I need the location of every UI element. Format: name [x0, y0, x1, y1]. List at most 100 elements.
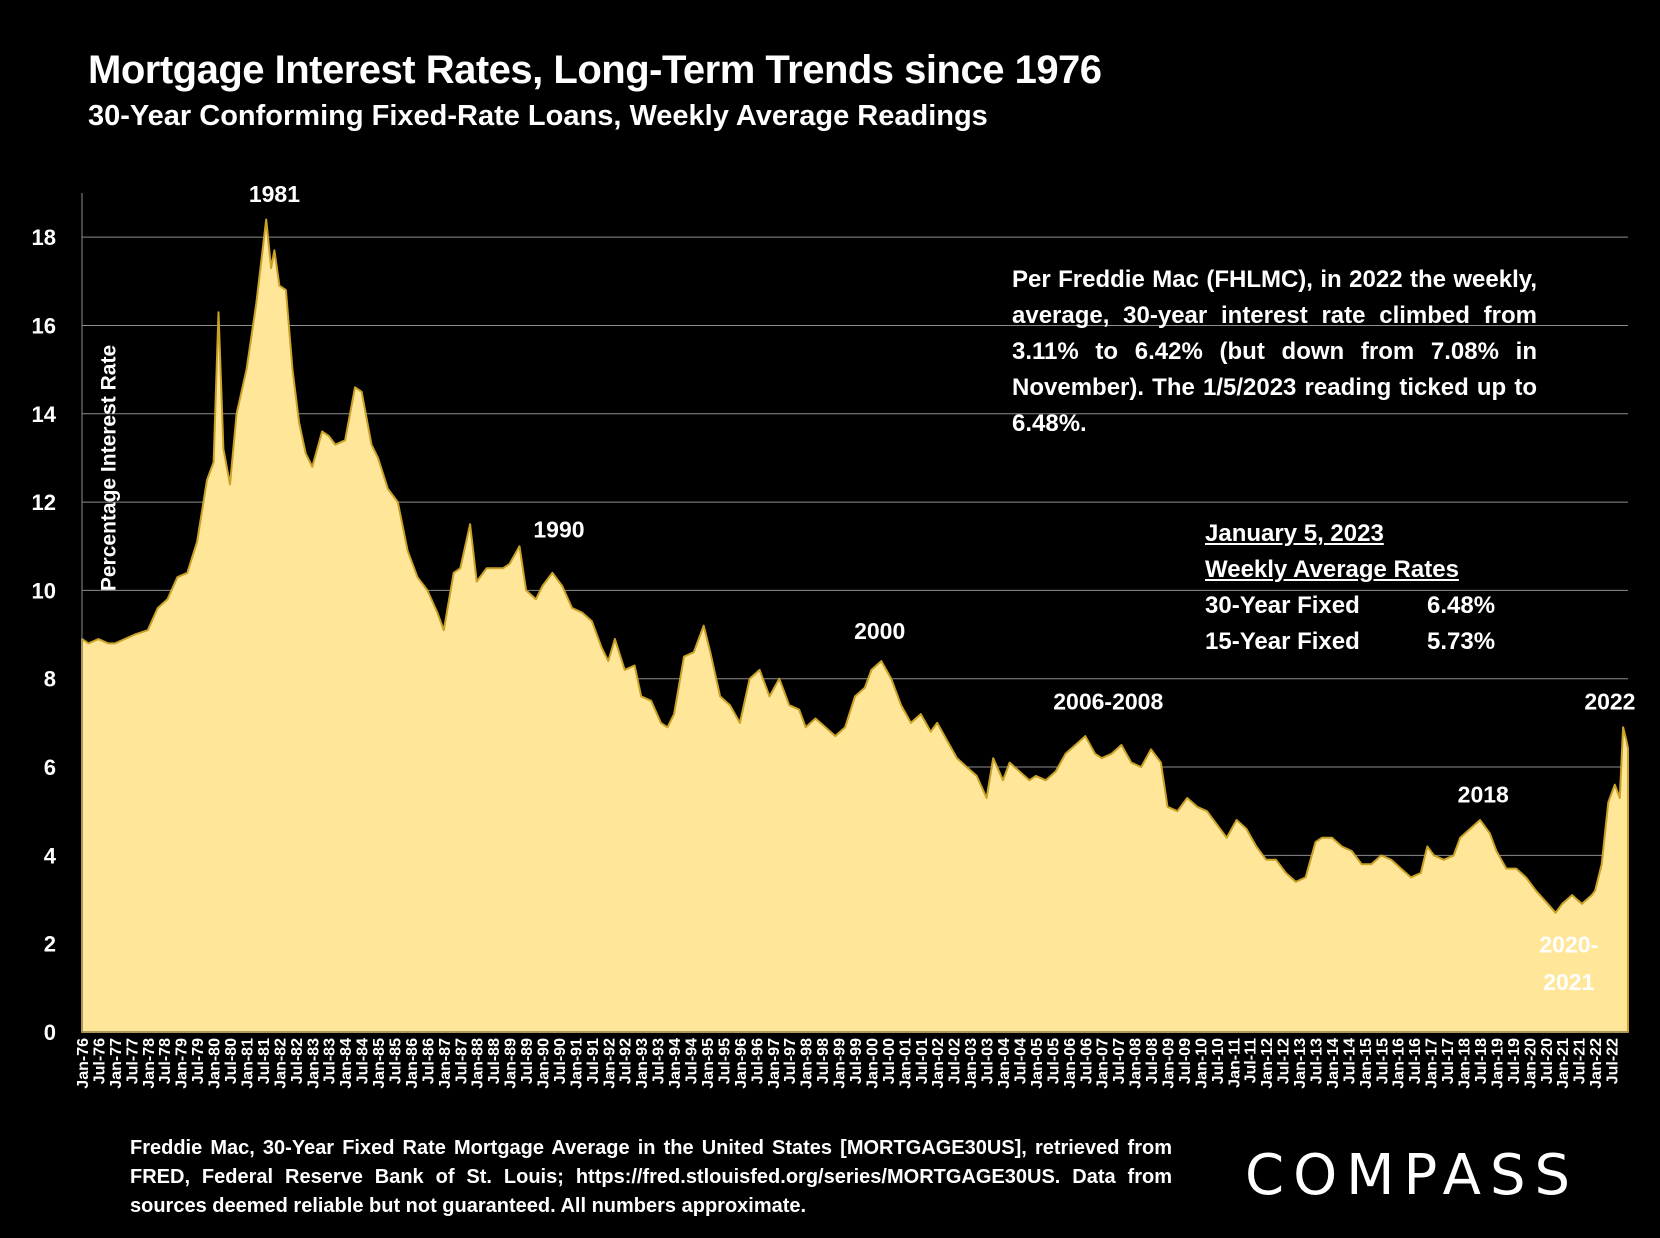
x-tick-label: Jan-07 [1095, 1038, 1112, 1089]
x-tick-label: Jul-78 [157, 1038, 174, 1084]
x-tick-label: Jan-14 [1325, 1038, 1342, 1089]
x-tick-label: Jan-22 [1588, 1038, 1605, 1089]
x-tick-label: Jul-88 [486, 1038, 503, 1084]
x-tick-label: Jan-88 [470, 1038, 487, 1089]
annotation-label: 2021 [1543, 969, 1594, 995]
x-tick-label: Jul-00 [881, 1038, 898, 1084]
x-tick-label: Jul-21 [1572, 1038, 1589, 1084]
x-tick-label: Jan-03 [963, 1038, 980, 1089]
x-tick-label: Jul-95 [716, 1038, 733, 1084]
rates-date: January 5, 2023 [1205, 520, 1384, 547]
x-tick-label: Jul-19 [1506, 1038, 1523, 1084]
x-tick-label: Jan-85 [371, 1038, 388, 1089]
annotation-label: 2006-2008 [1053, 689, 1163, 715]
x-tick-label: Jul-97 [782, 1038, 799, 1084]
rate-label: 15-Year Fixed [1205, 628, 1360, 655]
x-tick-label: Jul-98 [815, 1038, 832, 1084]
x-tick-label: Jan-82 [272, 1038, 289, 1089]
x-tick-label: Jul-85 [387, 1038, 404, 1084]
annotation-label: 2020- [1539, 932, 1598, 958]
x-tick-label: Jul-07 [1111, 1038, 1128, 1084]
x-tick-label: Jul-89 [519, 1038, 536, 1084]
x-tick-label: Jul-15 [1374, 1038, 1391, 1084]
x-tick-label: Jan-09 [1160, 1038, 1177, 1089]
x-tick-label: Jul-05 [1045, 1038, 1062, 1084]
x-tick-label: Jul-99 [848, 1038, 865, 1084]
x-tick-label: Jan-83 [305, 1038, 322, 1089]
x-tick-label: Jan-80 [207, 1038, 224, 1089]
x-tick-label: Jan-21 [1555, 1038, 1572, 1089]
x-tick-label: Jul-16 [1407, 1038, 1424, 1084]
x-tick-label: Jul-92 [618, 1038, 635, 1084]
x-tick-label: Jan-19 [1489, 1038, 1506, 1089]
source-note: Freddie Mac, 30-Year Fixed Rate Mortgage… [130, 1137, 1172, 1217]
rates-heading: Weekly Average Rates [1205, 556, 1459, 583]
annotation-label: 2000 [854, 618, 905, 644]
x-tick-label: Jul-87 [453, 1038, 470, 1084]
rates-box: January 5, 2023 Weekly Average Rates 30-… [1205, 520, 1495, 664]
annotations: 1981 1990 2000 2006-2008 2018 2020- 2021 2022 [249, 181, 1636, 995]
rate-value: 6.48% [1427, 592, 1496, 619]
compass-logo: COMPASS [1245, 1143, 1580, 1208]
x-tick-label: Jul-01 [914, 1038, 931, 1084]
x-tick-label: Jan-81 [239, 1038, 256, 1089]
x-tick-label: Jan-99 [832, 1038, 849, 1089]
x-tick-label: Jan-01 [897, 1038, 914, 1089]
x-tick-label: Jan-16 [1391, 1038, 1408, 1089]
x-tick-label: Jan-86 [404, 1038, 421, 1089]
y-axis-label: Percentage Interest Rate [98, 345, 121, 591]
rate-note: Per Freddie Mac (FHLMC), in 2022 the wee… [1012, 266, 1537, 437]
x-tick-label: Jan-10 [1193, 1038, 1210, 1089]
x-tick-label: Jan-18 [1457, 1038, 1474, 1089]
x-tick-label: Jan-11 [1226, 1038, 1243, 1088]
chart-subtitle: 30-Year Conforming Fixed-Rate Loans, Wee… [88, 100, 988, 132]
x-tick-label: Jan-95 [700, 1038, 717, 1089]
x-tick-label: Jan-12 [1259, 1038, 1276, 1089]
x-tick-label: Jan-97 [766, 1038, 783, 1089]
area-series [81, 218, 1629, 1033]
x-tick-label: Jul-02 [947, 1038, 964, 1084]
x-tick-label: Jan-96 [733, 1038, 750, 1089]
x-tick-label: Jul-79 [190, 1038, 207, 1084]
x-tick-label: Jan-08 [1128, 1038, 1145, 1089]
annotation-label: 1981 [249, 181, 300, 207]
annotation-label: 2018 [1458, 781, 1509, 807]
x-tick-label: Jan-76 [75, 1038, 92, 1089]
x-tick-label: Jan-91 [568, 1038, 585, 1089]
x-tick-label: Jul-82 [289, 1038, 306, 1084]
x-tick-label: Jan-89 [503, 1038, 520, 1089]
x-tick-label: Jan-94 [667, 1038, 684, 1089]
rate-value: 5.73% [1427, 628, 1496, 655]
x-tick-label: Jul-83 [322, 1038, 339, 1084]
y-tick-label: 12 [32, 490, 56, 515]
y-tick-label: 14 [32, 402, 57, 427]
x-tick-label: Jan-87 [437, 1038, 454, 1089]
x-tick-label: Jul-91 [585, 1038, 602, 1084]
x-tick-label: Jan-15 [1358, 1038, 1375, 1089]
x-tick-label: Jul-86 [420, 1038, 437, 1084]
y-tick-label: 8 [44, 667, 56, 692]
x-tick-label: Jul-84 [355, 1038, 372, 1084]
x-tick-label: Jan-06 [1062, 1038, 1079, 1089]
x-tick-label: Jul-11 [1243, 1038, 1260, 1083]
x-tick-label: Jan-20 [1522, 1038, 1539, 1089]
x-tick-label: Jan-77 [108, 1038, 125, 1089]
x-tick-label: Jan-93 [634, 1038, 651, 1089]
y-tick-label: 0 [44, 1020, 56, 1045]
x-tick-label: Jan-92 [601, 1038, 618, 1089]
x-tick-label: Jan-98 [799, 1038, 816, 1089]
x-tick-label: Jul-10 [1210, 1038, 1227, 1084]
x-tick-label: Jul-94 [684, 1038, 701, 1084]
x-tick-label: Jul-96 [749, 1038, 766, 1084]
x-tick-label: Jul-93 [651, 1038, 668, 1084]
x-tick-label: Jul-20 [1539, 1038, 1556, 1084]
x-tick-label: Jul-90 [552, 1038, 569, 1084]
rate-row-30yr: 30-Year Fixed 6.48% [1205, 592, 1495, 620]
y-tick-label: 6 [44, 755, 56, 780]
x-tick-label: Jan-90 [536, 1038, 553, 1089]
x-tick-label: Jul-13 [1309, 1038, 1326, 1084]
annotation-label: 1990 [533, 516, 584, 542]
rate-row-15yr: 15-Year Fixed 5.73% [1205, 628, 1495, 656]
y-tick-label: 4 [44, 843, 57, 868]
